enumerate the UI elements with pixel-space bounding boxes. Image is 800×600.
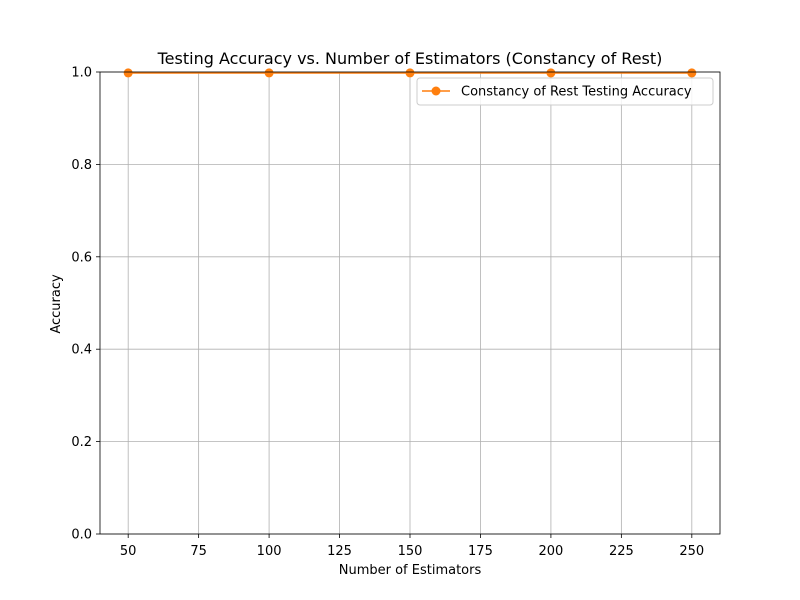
x-tick-label: 225 xyxy=(609,544,634,559)
y-tick-label: 0.8 xyxy=(71,158,92,173)
y-tick-label: 0.2 xyxy=(71,435,92,450)
x-tick-label: 150 xyxy=(398,544,423,559)
x-tick-label: 125 xyxy=(327,544,352,559)
series-layer xyxy=(123,68,697,78)
y-tick-label: 0.6 xyxy=(71,250,92,265)
x-tick-label: 100 xyxy=(257,544,282,559)
data-point xyxy=(687,68,697,78)
data-point xyxy=(123,68,133,78)
y-tick-label: 0.0 xyxy=(71,528,92,543)
x-axis-label: Number of Estimators xyxy=(339,563,482,578)
y-tick-label: 0.4 xyxy=(71,343,92,358)
legend-label: Constancy of Rest Testing Accuracy xyxy=(461,85,692,100)
legend-marker-swatch xyxy=(431,86,441,96)
legend-frame xyxy=(416,77,714,106)
chart-title: Testing Accuracy vs. Number of Estimator… xyxy=(157,49,663,68)
x-tick-label: 175 xyxy=(468,544,493,559)
x-tick-label: 250 xyxy=(679,544,704,559)
y-tick-label: 1.0 xyxy=(71,66,92,81)
axes: 50 75 100 125 150 175 200 225 250 0.0 0.2 0.4 0.6 0.8… xyxy=(71,66,721,559)
data-point xyxy=(405,68,415,78)
x-tick-label: 200 xyxy=(538,544,563,559)
y-axis-label: Accuracy xyxy=(49,274,64,334)
x-tick-label: 50 xyxy=(120,544,137,559)
data-point xyxy=(264,68,274,78)
data-point xyxy=(546,68,556,78)
legend: Constancy of Rest Testing Accuracy xyxy=(416,77,714,106)
x-tick-label: 75 xyxy=(190,544,207,559)
